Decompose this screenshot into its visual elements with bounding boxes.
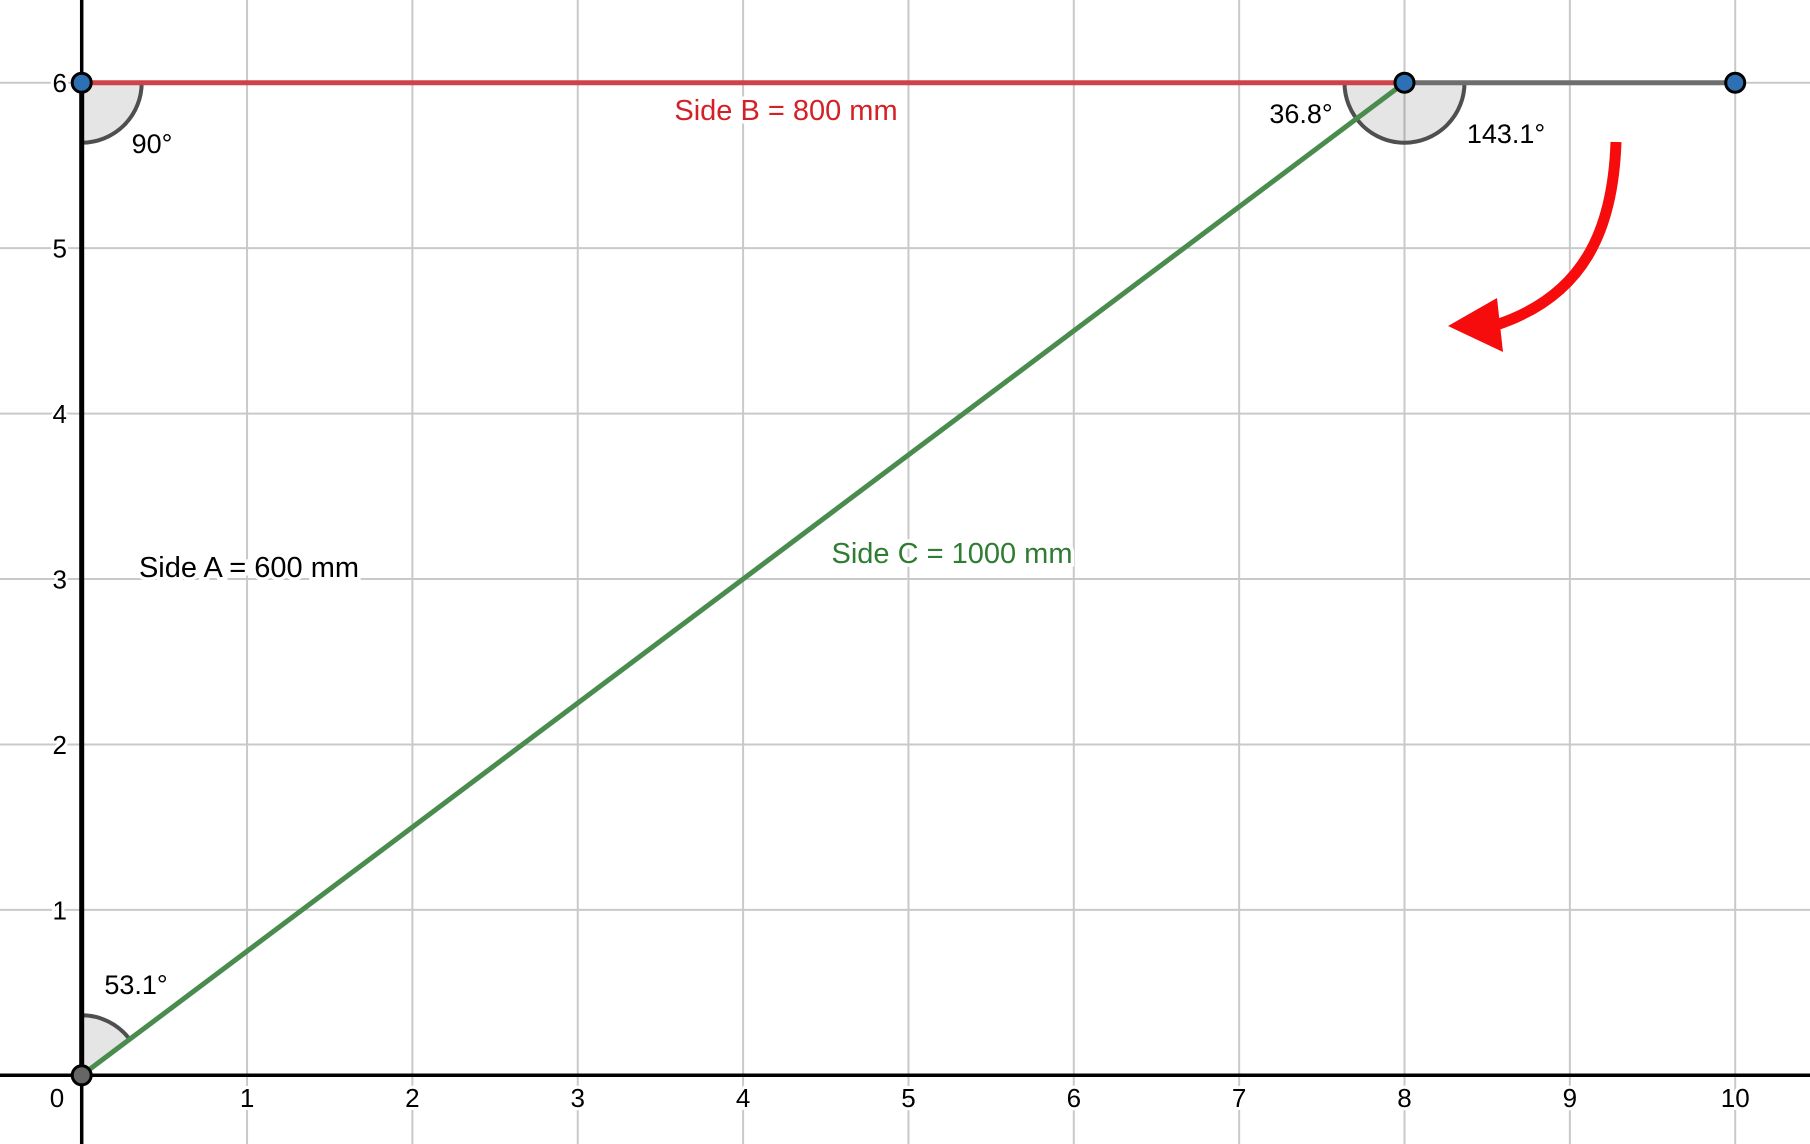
top-right-point[interactable]	[1393, 71, 1416, 94]
side-a-label: Side A = 600 mm	[139, 552, 359, 584]
side-b-label: Side B = 800 mm	[674, 95, 897, 127]
x-tick-label: 2	[405, 1083, 419, 1113]
y-tick-label: 4	[53, 399, 67, 429]
y-tick-label: 1	[53, 895, 67, 925]
rotation-arrow	[1448, 141, 1622, 352]
x-tick-label: 6	[1067, 1083, 1081, 1113]
side-c-label: Side C = 1000 mm	[832, 538, 1073, 570]
angle-143-label: 143.1°	[1467, 119, 1545, 149]
x-tick-label: 9	[1563, 1083, 1577, 1113]
axis-tick-labels: 0 1 2 3 4 5 6 7 8 9 10 1 2 3 4 5 6	[47, 65, 1753, 1116]
x-tick-label: 5	[901, 1083, 915, 1113]
x-tick-label: 0	[50, 1083, 64, 1113]
x-tick-label: 10	[1721, 1083, 1750, 1113]
x-tick-label: 7	[1232, 1083, 1246, 1113]
y-tick-label: 6	[53, 68, 67, 98]
y-tick-label: 2	[53, 730, 67, 760]
x-tick-label: 1	[240, 1083, 254, 1113]
rotation-arrow-shaft	[1494, 141, 1622, 331]
y-tick-label: 5	[53, 234, 67, 264]
extension-end-point[interactable]	[1724, 71, 1747, 94]
top-left-point[interactable]	[70, 71, 93, 94]
angle-90-label: 90°	[132, 129, 173, 159]
rotation-arrow-head	[1448, 298, 1503, 352]
angle-36-label: 36.8°	[1269, 99, 1332, 129]
side-c-segment[interactable]	[80, 80, 1407, 1078]
x-tick-label: 8	[1397, 1083, 1411, 1113]
x-tick-label: 3	[571, 1083, 585, 1113]
angle-arc-top-right	[1342, 80, 1467, 145]
y-tick-label: 3	[53, 565, 67, 595]
origin-point	[70, 1064, 93, 1087]
angle-53-label: 53.1°	[104, 970, 167, 1000]
x-tick-label: 4	[736, 1083, 750, 1113]
